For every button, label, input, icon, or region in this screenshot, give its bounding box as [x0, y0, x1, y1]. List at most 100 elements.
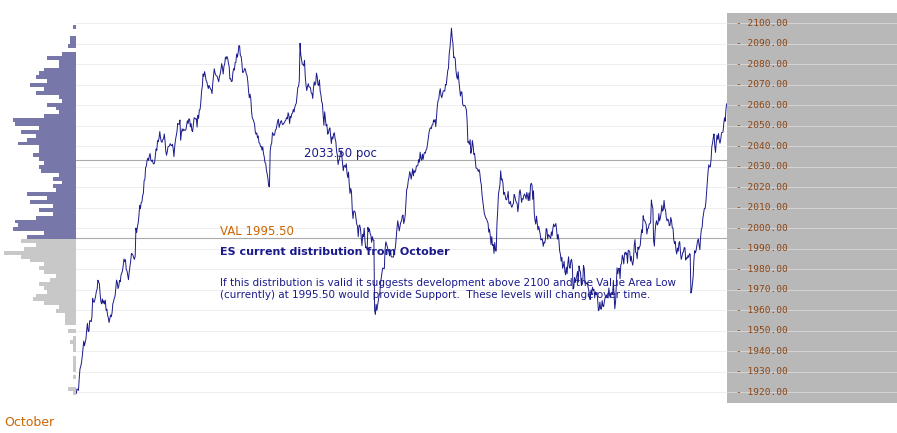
Text: October: October: [4, 416, 55, 429]
Bar: [65, 313, 76, 317]
Bar: [56, 188, 76, 192]
Text: - 2040.00: - 2040.00: [736, 142, 788, 151]
Bar: [67, 44, 76, 48]
Bar: [59, 60, 76, 64]
Bar: [53, 177, 76, 181]
Text: - 1990.00: - 1990.00: [736, 244, 788, 253]
Bar: [36, 91, 76, 95]
Bar: [59, 110, 76, 114]
Bar: [27, 138, 76, 142]
Bar: [62, 52, 76, 56]
Bar: [67, 387, 76, 391]
Bar: [56, 274, 76, 278]
Text: - 1950.00: - 1950.00: [736, 326, 788, 336]
Bar: [30, 259, 76, 262]
Bar: [74, 25, 76, 29]
Bar: [39, 126, 76, 130]
Bar: [22, 239, 76, 243]
Bar: [44, 286, 76, 290]
Bar: [44, 114, 76, 118]
Bar: [18, 142, 76, 145]
Bar: [71, 40, 76, 44]
Bar: [59, 305, 76, 309]
Bar: [74, 360, 76, 364]
Bar: [44, 301, 76, 305]
Bar: [36, 294, 76, 297]
Bar: [74, 368, 76, 372]
Bar: [59, 95, 76, 99]
Bar: [15, 122, 76, 126]
Text: - 2030.00: - 2030.00: [736, 162, 788, 171]
Bar: [48, 103, 76, 107]
Bar: [36, 75, 76, 79]
Text: - 2090.00: - 2090.00: [736, 39, 788, 48]
Bar: [71, 340, 76, 344]
Bar: [74, 336, 76, 340]
Bar: [24, 247, 76, 251]
Text: - 2070.00: - 2070.00: [736, 80, 788, 89]
Bar: [36, 134, 76, 138]
Bar: [62, 99, 76, 103]
Bar: [53, 212, 76, 216]
Bar: [18, 223, 76, 227]
Bar: [44, 231, 76, 235]
Text: - 1930.00: - 1930.00: [736, 368, 788, 376]
Bar: [48, 79, 76, 83]
Bar: [74, 344, 76, 348]
Text: 2033.50 poc: 2033.50 poc: [304, 147, 377, 160]
Bar: [39, 165, 76, 169]
Bar: [74, 356, 76, 360]
Bar: [33, 153, 76, 157]
Bar: [39, 145, 76, 149]
Text: - 2020.00: - 2020.00: [736, 183, 788, 192]
Bar: [39, 208, 76, 212]
Bar: [48, 290, 76, 294]
Bar: [44, 270, 76, 274]
Bar: [15, 220, 76, 223]
Bar: [39, 71, 76, 75]
Bar: [48, 56, 76, 60]
Bar: [39, 149, 76, 153]
Bar: [4, 251, 76, 255]
Text: - 1970.00: - 1970.00: [736, 285, 788, 294]
Bar: [27, 235, 76, 239]
Bar: [39, 157, 76, 161]
Bar: [13, 118, 76, 122]
Text: VAL 1995.50: VAL 1995.50: [220, 225, 293, 238]
Text: - 1920.00: - 1920.00: [736, 388, 788, 397]
Text: If this distribution is valid it suggests development above 2100 and the Value A: If this distribution is valid it suggest…: [220, 278, 675, 300]
Text: - 1940.00: - 1940.00: [736, 347, 788, 356]
Text: - 2080.00: - 2080.00: [736, 60, 788, 69]
Bar: [39, 266, 76, 270]
Bar: [53, 204, 76, 208]
Bar: [50, 278, 76, 282]
Bar: [30, 83, 76, 87]
Bar: [36, 216, 76, 220]
Bar: [62, 181, 76, 184]
Bar: [44, 262, 76, 266]
Bar: [71, 36, 76, 40]
Bar: [74, 391, 76, 395]
Bar: [74, 364, 76, 368]
Bar: [27, 192, 76, 196]
Bar: [41, 169, 76, 173]
Text: - 1980.00: - 1980.00: [736, 265, 788, 274]
Bar: [22, 255, 76, 259]
Bar: [67, 329, 76, 333]
Bar: [44, 68, 76, 71]
Bar: [22, 130, 76, 134]
Bar: [13, 227, 76, 231]
Bar: [44, 87, 76, 91]
Text: ES current distribution from October: ES current distribution from October: [220, 247, 449, 257]
Bar: [74, 375, 76, 379]
Bar: [53, 184, 76, 188]
Text: - 1960.00: - 1960.00: [736, 306, 788, 315]
Text: - 2000.00: - 2000.00: [736, 224, 788, 233]
Text: - 2060.00: - 2060.00: [736, 101, 788, 110]
Bar: [59, 173, 76, 177]
Text: - 2050.00: - 2050.00: [736, 121, 788, 130]
Bar: [30, 200, 76, 204]
Bar: [36, 243, 76, 247]
Bar: [48, 196, 76, 200]
Text: - 2100.00: - 2100.00: [736, 19, 788, 28]
